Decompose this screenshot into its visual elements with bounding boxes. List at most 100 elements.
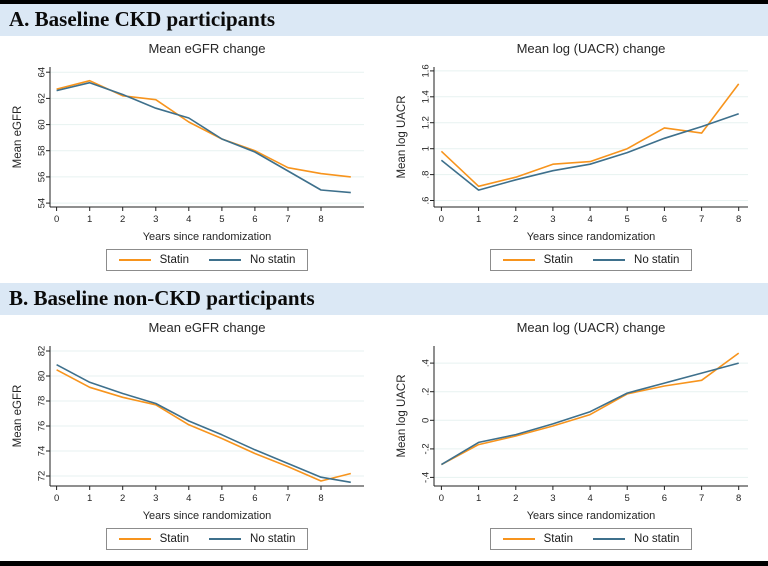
svg-text:72: 72 [37, 470, 48, 481]
svg-text:1: 1 [87, 493, 92, 504]
svg-text:60: 60 [37, 119, 48, 130]
statin-line-swatch [118, 259, 151, 261]
svg-text:.2: .2 [421, 387, 432, 395]
svg-text:4: 4 [186, 214, 191, 225]
legend-label-no-statin: No statin [250, 254, 296, 266]
svg-text:8: 8 [318, 493, 323, 504]
svg-text:7: 7 [699, 214, 704, 225]
x-axis-label: Years since randomization [142, 231, 272, 243]
svg-text:5: 5 [625, 493, 630, 504]
svg-text:0: 0 [54, 214, 59, 225]
chart-ckd-uacr: Mean log (UACR) change .6 .8 1 1.2 1.4 1.6 0 1 2… [384, 36, 768, 271]
svg-text:1.2: 1.2 [421, 116, 432, 129]
section-a-header: A. Baseline CKD participants [0, 4, 768, 36]
svg-text:6: 6 [662, 214, 667, 225]
svg-text:3: 3 [153, 214, 158, 225]
x-axis-label: Years since randomization [526, 231, 656, 243]
svg-text:4: 4 [186, 493, 191, 504]
svg-text:64: 64 [37, 67, 48, 78]
section-b-heading: B. Baseline non-CKD participants [9, 285, 315, 310]
section-b-charts: Mean eGFR change 72 74 76 78 80 82 0 1 2 3 4 5 6 7 8 Me… [0, 315, 768, 562]
svg-text:8: 8 [318, 214, 323, 225]
svg-text:1: 1 [87, 214, 92, 225]
svg-text:5: 5 [219, 493, 224, 504]
section-b-header: B. Baseline non-CKD participants [0, 282, 768, 315]
svg-text:6: 6 [252, 214, 257, 225]
statin-line-swatch [502, 259, 535, 261]
svg-text:.4: .4 [421, 359, 432, 367]
section-a-heading: A. Baseline CKD participants [9, 7, 276, 31]
svg-text:58: 58 [37, 145, 48, 156]
no-statin-line-swatch [593, 259, 626, 261]
svg-text:4: 4 [587, 214, 592, 225]
svg-text:80: 80 [37, 370, 48, 381]
svg-text:.8: .8 [421, 171, 432, 179]
legend: Statin No statin [105, 527, 309, 550]
svg-text:76: 76 [37, 420, 48, 431]
svg-text:0: 0 [439, 214, 444, 225]
svg-text:Mean log UACR: Mean log UACR [396, 374, 408, 457]
svg-text:-.4: -.4 [421, 471, 432, 482]
svg-text:6: 6 [252, 493, 257, 504]
legend-label-no-statin: No statin [634, 532, 680, 545]
legend-label-statin: Statin [543, 532, 574, 545]
legend-label-statin: Statin [159, 532, 190, 545]
svg-text:1: 1 [476, 214, 481, 225]
legend-label-no-statin: No statin [634, 254, 680, 266]
x-axis-label: Years since randomization [526, 509, 656, 522]
svg-text:1: 1 [476, 493, 481, 504]
chart-title: Mean eGFR change [148, 319, 266, 335]
legend-label-no-statin: No statin [250, 532, 296, 545]
svg-text:7: 7 [285, 214, 290, 225]
svg-text:2: 2 [513, 493, 518, 504]
svg-text:4: 4 [587, 493, 592, 504]
svg-text:1: 1 [421, 146, 432, 151]
legend-label-statin: Statin [159, 254, 190, 266]
svg-text:62: 62 [37, 93, 48, 104]
svg-text:7: 7 [285, 493, 290, 504]
chart-title: Mean eGFR change [148, 41, 266, 56]
svg-text:0: 0 [421, 417, 432, 422]
svg-text:82: 82 [37, 345, 48, 356]
no-statin-line-swatch [209, 259, 242, 261]
chart-title: Mean log (UACR) change [516, 41, 666, 56]
svg-text:0: 0 [439, 493, 444, 504]
statin-line-swatch [502, 537, 535, 540]
legend-label-statin: Statin [543, 254, 574, 266]
svg-text:54: 54 [37, 198, 48, 209]
svg-text:6: 6 [662, 493, 667, 504]
statin-line-swatch [118, 537, 151, 540]
svg-text:78: 78 [37, 395, 48, 406]
chart-nonckd-egfr: Mean eGFR change 72 74 76 78 80 82 0 1 2 3 4 5 6 7 8 Me… [0, 315, 384, 550]
svg-text:0: 0 [54, 493, 59, 504]
svg-text:74: 74 [37, 445, 48, 456]
svg-text:.6: .6 [421, 197, 432, 205]
line-plot: .6 .8 1 1.2 1.4 1.6 0 1 2 3 4 5 6 7 8 Mean log UACR [396, 64, 748, 225]
legend: Statin No statin [489, 249, 693, 271]
svg-text:2: 2 [120, 214, 125, 225]
svg-text:8: 8 [736, 214, 741, 225]
svg-text:2: 2 [120, 493, 125, 504]
svg-text:1.4: 1.4 [421, 90, 432, 103]
line-plot: -.4 -.2 0 .2 .4 0 1 2 3 4 5 6 7 8 Mean log UACR [396, 345, 748, 504]
svg-text:7: 7 [699, 493, 704, 504]
section-a-charts: Mean eGFR change 54 56 58 60 62 64 0 1 2 3 4 5 6 7 8 Me… [0, 36, 768, 283]
svg-text:3: 3 [550, 214, 555, 225]
no-statin-line-swatch [593, 537, 626, 540]
svg-text:1.6: 1.6 [421, 64, 432, 77]
svg-text:-.2: -.2 [421, 443, 432, 454]
chart-nonckd-uacr: Mean log (UACR) change -.4 -.2 0 .2 .4 0 1 2 3 4 5… [384, 315, 768, 550]
svg-text:5: 5 [625, 214, 630, 225]
legend: Statin No statin [489, 527, 693, 550]
chart-ckd-egfr: Mean eGFR change 54 56 58 60 62 64 0 1 2 3 4 5 6 7 8 Me… [0, 36, 384, 271]
chart-title: Mean log (UACR) change [516, 319, 666, 335]
no-statin-line-swatch [209, 537, 242, 540]
svg-text:2: 2 [513, 214, 518, 225]
svg-text:5: 5 [219, 214, 224, 225]
svg-text:Mean eGFR: Mean eGFR [12, 384, 24, 447]
svg-text:Mean eGFR: Mean eGFR [12, 106, 24, 169]
x-axis-label: Years since randomization [142, 509, 272, 522]
